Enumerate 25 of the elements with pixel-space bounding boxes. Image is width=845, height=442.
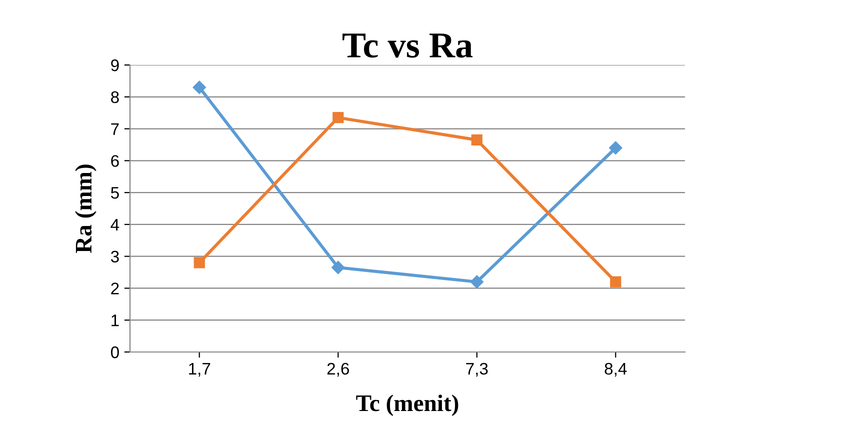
x-tick-label: 8,4 — [604, 362, 627, 377]
y-tick-label: 6 — [111, 155, 119, 167]
chart-title: Tc vs Ra — [342, 34, 473, 58]
y-tick-label: 7 — [111, 123, 119, 135]
y-tick-label: 0 — [110, 346, 119, 358]
x-tick-label: 7,3 — [466, 362, 488, 377]
y-axis-title: Ra (mm) — [75, 164, 96, 254]
y-tick-label: 4 — [110, 219, 120, 230]
point — [610, 276, 622, 288]
point — [609, 141, 622, 154]
point — [332, 260, 345, 274]
point — [192, 80, 206, 94]
y-tick-label: 5 — [110, 187, 119, 199]
x-tick-label: 2,6 — [327, 362, 349, 377]
point — [332, 112, 344, 124]
point — [470, 275, 484, 288]
y-tick-label: 9 — [111, 59, 119, 72]
x-tick-label: 1,7 — [189, 363, 210, 377]
x-axis-title: Tc (menit) — [356, 394, 458, 416]
y-tick-label: 8 — [111, 91, 119, 104]
point — [194, 257, 205, 268]
y-tick-label: 3 — [110, 250, 119, 263]
y-tick-label: 1 — [112, 314, 119, 326]
y-tick-label: 2 — [111, 282, 119, 294]
point — [471, 134, 482, 146]
